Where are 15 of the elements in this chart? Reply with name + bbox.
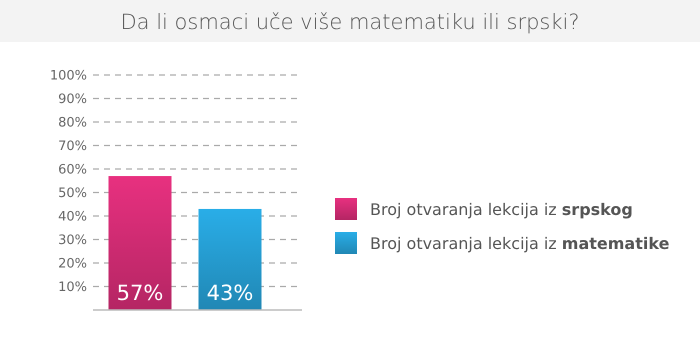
y-tick-label: 50% — [58, 186, 87, 202]
data-label: 57% — [116, 281, 164, 305]
y-tick-label: 80% — [58, 116, 87, 131]
legend-label: Broj otvaranja lekcija iz matematike — [370, 234, 670, 253]
text: Da li osmaci uče više matematiku ili srpski? — [120, 10, 580, 34]
y-tick-label: 100% — [50, 68, 87, 84]
y-tick-label: 60% — [58, 162, 87, 178]
y-tick-label: 90% — [58, 92, 87, 108]
y-tick-label: 20% — [58, 256, 87, 272]
y-tick-label: 40% — [58, 210, 87, 225]
data-label: 43% — [206, 281, 254, 305]
legend-label: Broj otvaranja lekcija iz srpskog — [370, 200, 633, 219]
y-tick-label: 30% — [58, 233, 87, 248]
y-tick-label: 10% — [58, 280, 87, 296]
y-tick-label: 70% — [58, 139, 87, 154]
